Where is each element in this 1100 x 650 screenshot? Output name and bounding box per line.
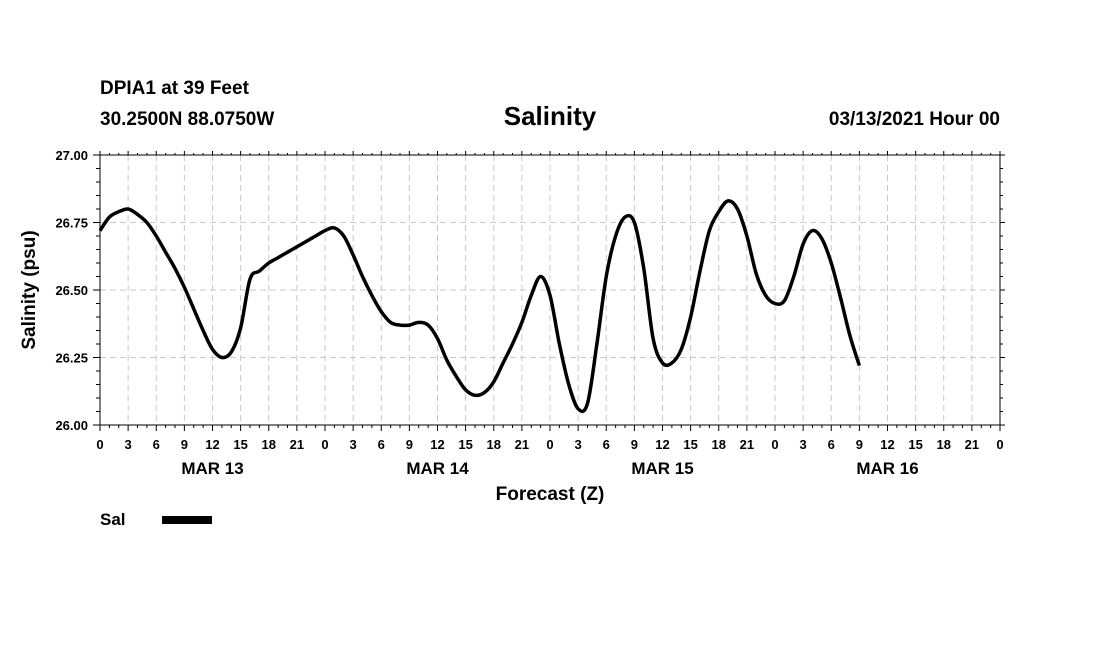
x-tick-label: 21 [515, 437, 529, 452]
day-label: MAR 14 [406, 459, 469, 478]
x-tick-label: 0 [996, 437, 1003, 452]
axis-ticks: 0 3 6 9 12 15 18 21 0 3 6 9 12 15 18 21 0 3 6 9 12 15 18 21 0 3 6 9… [55, 148, 1005, 478]
y-tick-label: 26.25 [55, 351, 88, 366]
x-tick-label: 18 [712, 437, 726, 452]
y-tick-label: 26.75 [55, 216, 88, 231]
x-tick-label: 21 [740, 437, 754, 452]
chart-title: Salinity [504, 101, 597, 131]
x-tick-label: 6 [603, 437, 610, 452]
y-tick-label: 27.00 [55, 148, 88, 163]
x-tick-label: 9 [631, 437, 638, 452]
x-tick-label: 21 [290, 437, 304, 452]
day-label: MAR 13 [181, 459, 243, 478]
x-tick-label: 12 [880, 437, 894, 452]
x-tick-label: 15 [683, 437, 697, 452]
x-tick-label: 18 [262, 437, 276, 452]
y-tick-label: 26.00 [55, 418, 88, 433]
x-tick-label: 18 [937, 437, 951, 452]
x-tick-label: 3 [125, 437, 132, 452]
y-tick-label: 26.50 [55, 283, 88, 298]
y-axis-label: Salinity (psu) [19, 230, 40, 349]
x-tick-label: 15 [908, 437, 922, 452]
series-line-sal [98, 199, 862, 414]
x-tick-label: 0 [321, 437, 328, 452]
x-tick-label: 9 [856, 437, 863, 452]
station-location: 30.2500N 88.0750W [100, 109, 274, 130]
x-tick-label: 15 [458, 437, 472, 452]
x-tick-label: 0 [771, 437, 778, 452]
run-time: 03/13/2021 Hour 00 [829, 109, 1000, 130]
x-tick-label: 3 [350, 437, 357, 452]
legend-swatch-sal [162, 516, 212, 524]
legend: Sal [100, 510, 212, 529]
x-axis-label: Forecast (Z) [496, 484, 605, 505]
x-tick-label: 6 [378, 437, 385, 452]
day-label: MAR 16 [856, 459, 918, 478]
x-tick-label: 21 [965, 437, 979, 452]
x-tick-label: 12 [430, 437, 444, 452]
x-tick-label: 9 [406, 437, 413, 452]
station-name: DPIA1 at 39 Feet [100, 78, 250, 99]
x-tick-label: 12 [205, 437, 219, 452]
x-tick-label: 9 [181, 437, 188, 452]
x-tick-label: 6 [153, 437, 160, 452]
x-tick-label: 3 [800, 437, 807, 452]
x-tick-label: 3 [575, 437, 582, 452]
x-tick-label: 12 [655, 437, 669, 452]
day-label: MAR 15 [631, 459, 693, 478]
legend-label-sal: Sal [100, 510, 126, 529]
x-tick-label: 0 [96, 437, 103, 452]
x-tick-label: 18 [487, 437, 501, 452]
x-tick-label: 15 [233, 437, 247, 452]
x-tick-label: 6 [828, 437, 835, 452]
x-tick-label: 0 [546, 437, 553, 452]
